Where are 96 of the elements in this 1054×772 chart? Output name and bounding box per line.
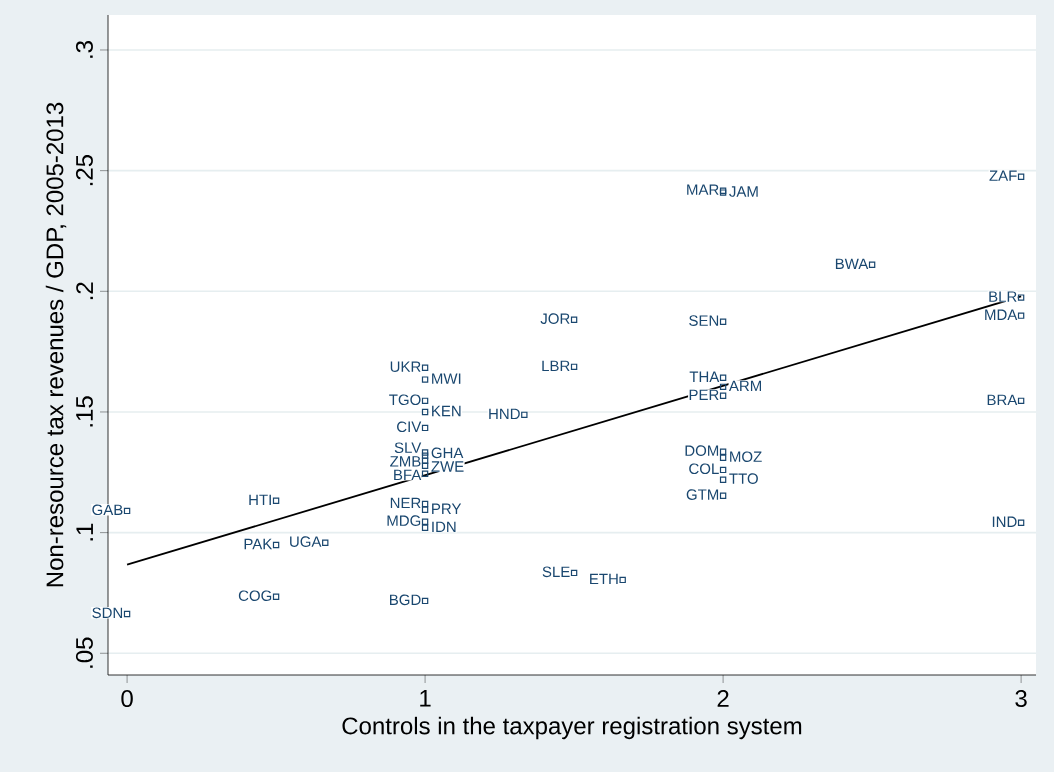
data-label: ETH — [590, 573, 618, 585]
data-label: GAB — [92, 504, 123, 516]
data-label: ZAF — [989, 170, 1017, 181]
data-label: GTM — [686, 489, 719, 500]
x-axis-title: Controls in the taxpayer registration system — [342, 716, 802, 740]
point — [421, 506, 429, 513]
point — [421, 408, 429, 416]
y-tick-label: .1 — [76, 523, 93, 541]
data-label: TGO — [389, 394, 421, 406]
point — [1017, 173, 1025, 180]
x-tick-label: 3 — [1015, 690, 1027, 708]
y-tick-label: .2 — [76, 282, 93, 300]
data-label: IND — [992, 516, 1017, 527]
data-label: UKR — [390, 361, 421, 373]
data-label: MDG — [387, 515, 421, 526]
point — [719, 374, 727, 381]
y-tick-label: .15 — [76, 396, 93, 427]
y-axis-title: Non-resource tax revenues / GDP, 2005-2013 — [45, 102, 67, 587]
point — [868, 261, 876, 268]
point — [421, 500, 429, 508]
data-label: MWI — [432, 373, 461, 384]
data-label: SLE — [542, 566, 570, 578]
point — [521, 411, 528, 419]
x-tick-label: 1 — [420, 690, 431, 707]
point — [421, 452, 429, 459]
data-label: PRY — [432, 503, 462, 514]
point — [421, 424, 429, 432]
point — [421, 397, 429, 405]
point — [570, 363, 578, 371]
data-label: THA — [689, 371, 720, 382]
data-label: COG — [238, 590, 272, 602]
point — [421, 470, 429, 477]
y-tick-label: .3 — [75, 41, 93, 58]
point — [421, 524, 429, 531]
data-label: SEN — [689, 315, 719, 326]
data-label: TTO — [729, 473, 758, 484]
point — [719, 492, 727, 499]
y-tick-label: .05 — [75, 637, 93, 668]
data-label: BGD — [390, 594, 421, 606]
data-label: HTI — [249, 494, 271, 505]
data-label: JOR — [540, 313, 570, 324]
point — [421, 462, 429, 469]
data-label: COL — [689, 463, 719, 475]
data-label: ARM — [728, 380, 761, 392]
point — [421, 457, 429, 464]
data-label: MOZ — [730, 451, 762, 463]
data-label: KEN — [432, 405, 461, 417]
point — [719, 383, 727, 391]
data-label: HND — [489, 408, 520, 420]
data-label: BWA — [835, 258, 869, 269]
point — [272, 497, 280, 504]
point — [1017, 294, 1025, 301]
point — [272, 593, 280, 601]
point — [1017, 519, 1025, 526]
data-label: UGA — [290, 536, 322, 547]
point — [421, 518, 429, 525]
x-tick-label: 0 — [121, 690, 133, 708]
point — [570, 569, 578, 577]
data-label: SDN — [92, 607, 123, 619]
data-label: BLR — [989, 291, 1017, 302]
point — [123, 507, 131, 515]
x-tick-label: 2 — [717, 690, 729, 707]
data-label: PER — [689, 389, 719, 400]
point — [421, 364, 429, 371]
point — [719, 454, 727, 462]
point — [123, 610, 131, 618]
data-label: JAM — [729, 186, 758, 197]
point — [619, 576, 626, 584]
data-label: NER — [390, 497, 421, 509]
point — [719, 392, 727, 399]
point — [719, 318, 727, 325]
point — [272, 541, 280, 549]
data-label: DOM — [685, 445, 719, 456]
point — [1017, 312, 1025, 319]
point — [719, 476, 727, 483]
point — [421, 597, 429, 605]
point — [719, 448, 727, 455]
point — [1017, 397, 1025, 405]
data-label: SLV — [394, 442, 422, 454]
data-label: GHA — [431, 447, 464, 459]
data-label: PAK — [244, 538, 273, 550]
data-label: MAR — [687, 184, 719, 195]
point — [322, 539, 329, 546]
y-tick-label: .25 — [75, 154, 93, 186]
data-label: LBR — [542, 360, 570, 372]
data-label: ZMB — [390, 456, 421, 467]
data-label: CIV — [397, 421, 422, 433]
point — [719, 466, 727, 474]
point — [421, 376, 429, 383]
data-label: IDN — [432, 521, 456, 532]
data-label: BRA — [987, 394, 1018, 406]
data-label: MDA — [985, 309, 1018, 320]
point — [421, 449, 429, 456]
data-label: BFA — [394, 469, 422, 481]
data-label: ZWE — [431, 461, 464, 472]
point — [570, 316, 578, 323]
